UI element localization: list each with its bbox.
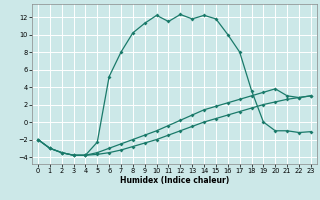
- X-axis label: Humidex (Indice chaleur): Humidex (Indice chaleur): [120, 176, 229, 185]
